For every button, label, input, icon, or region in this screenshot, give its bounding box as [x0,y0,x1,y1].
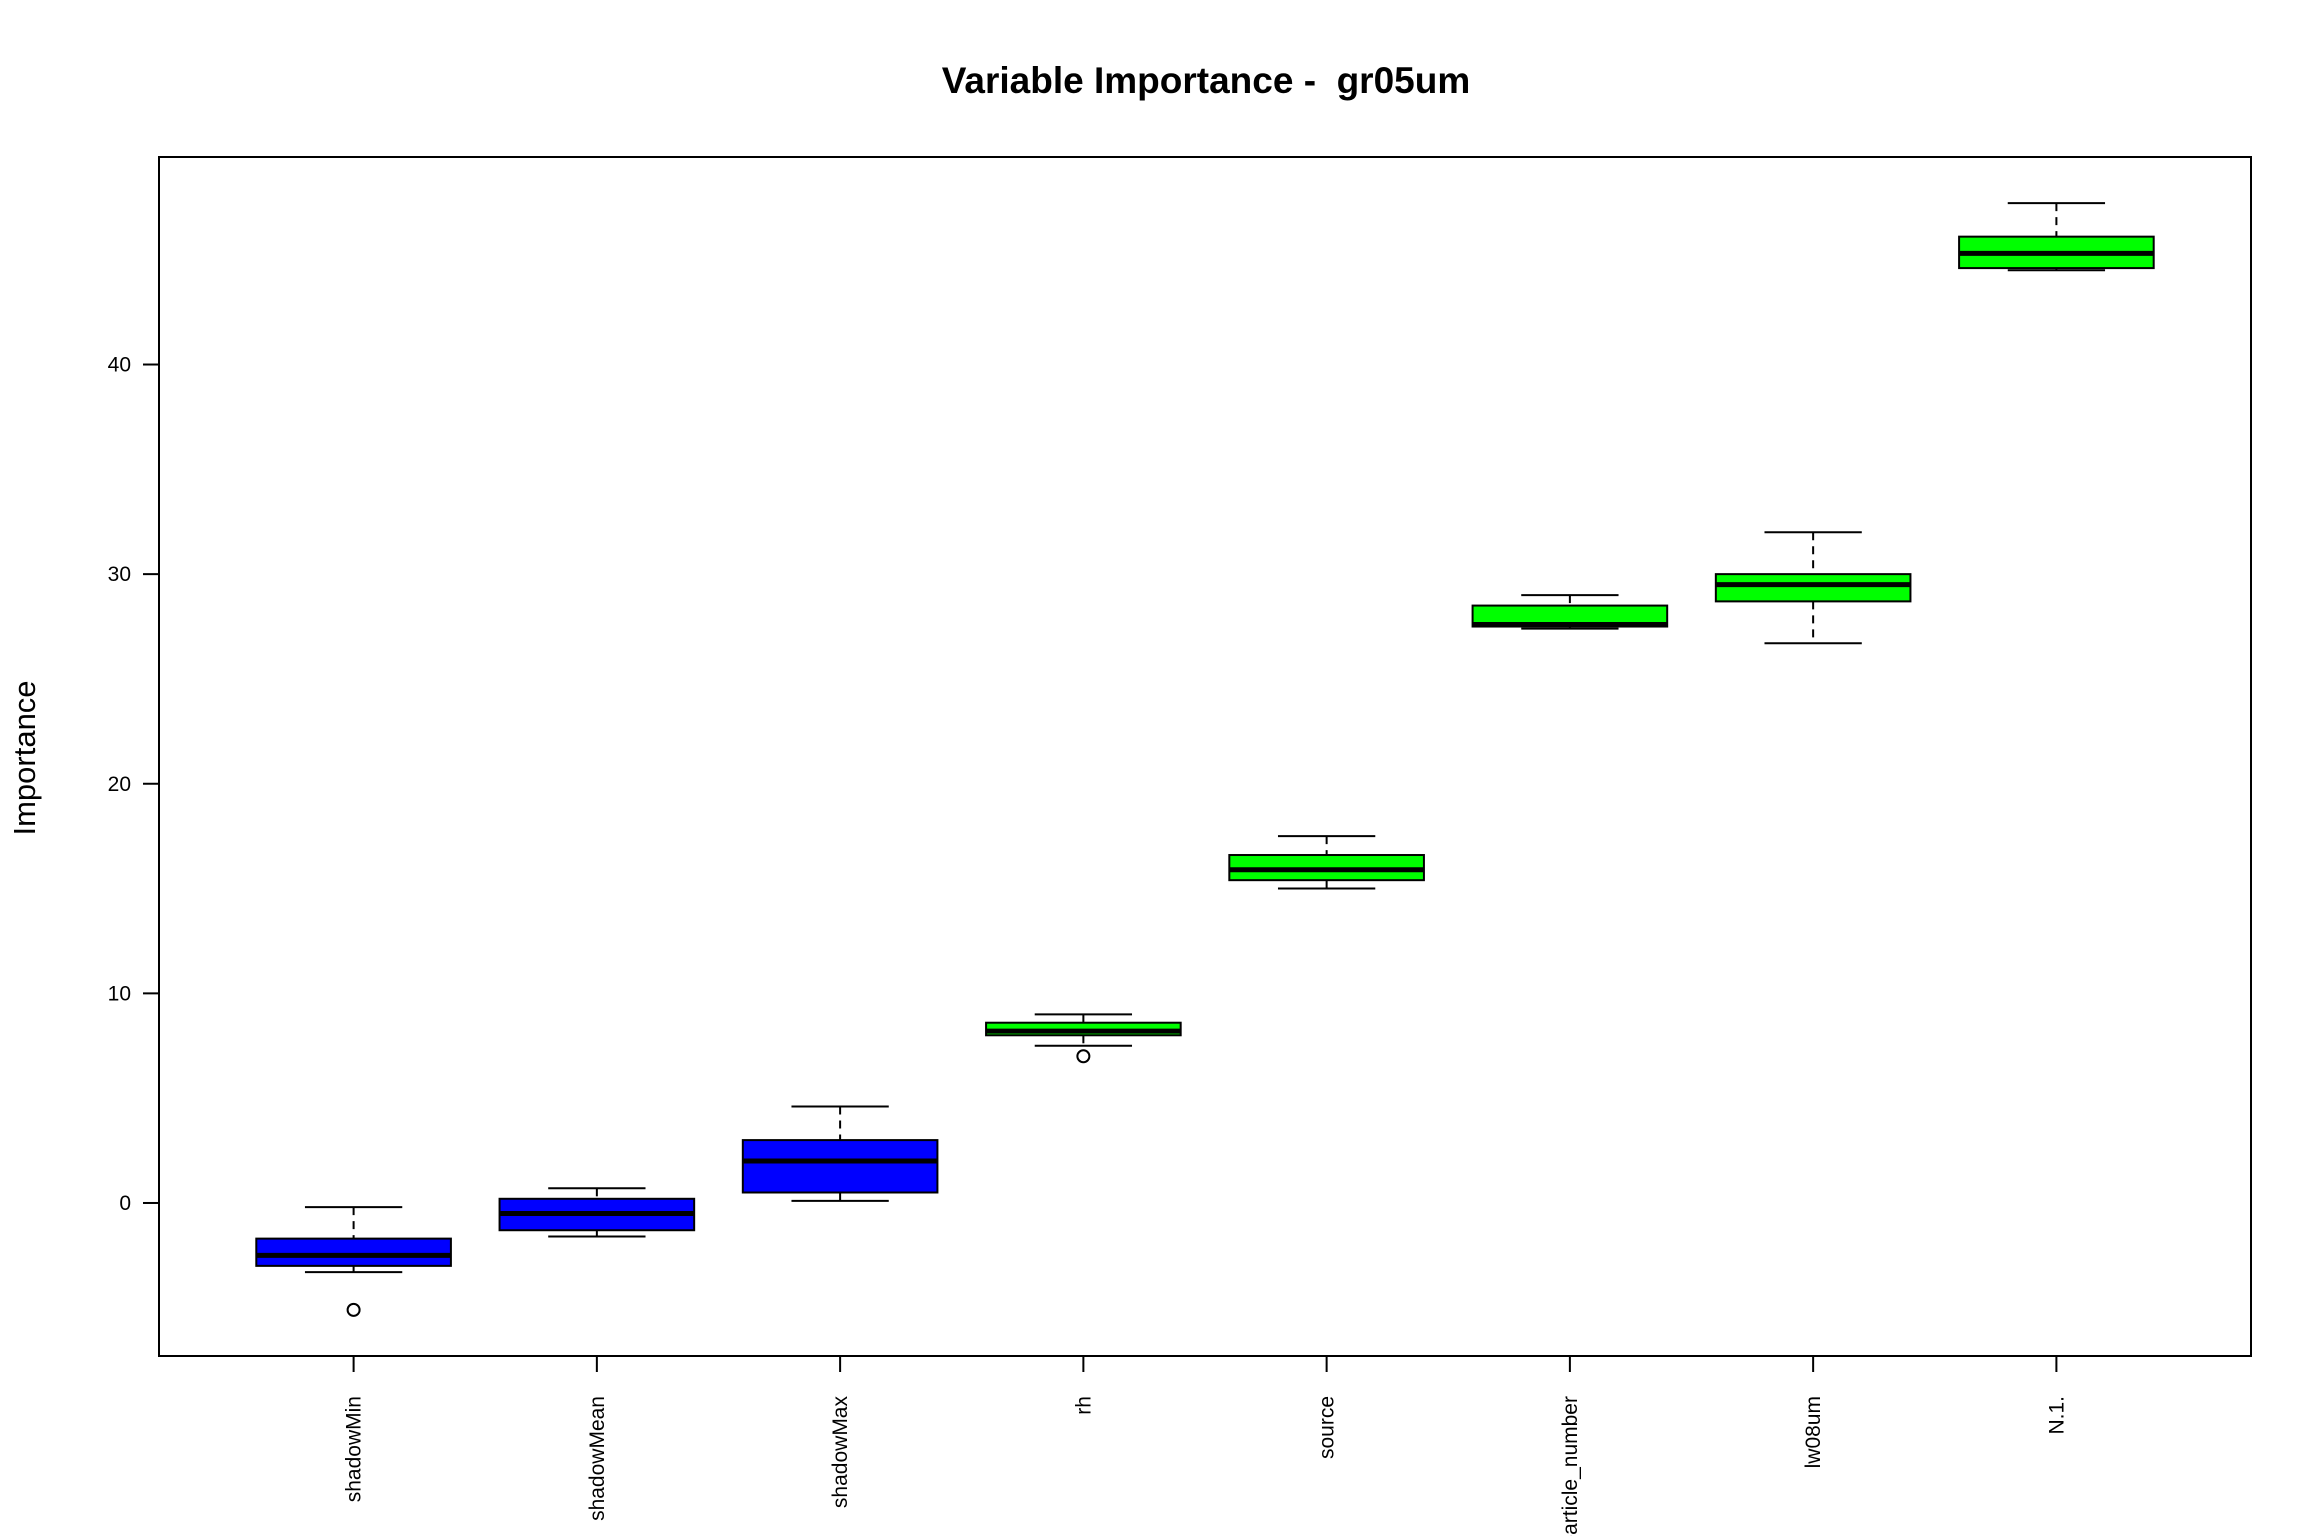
x-tick-label: lw08um [1802,1396,1825,1468]
box-rect [256,1239,451,1266]
plot-frame [159,157,2251,1356]
box-rect [1716,574,1911,601]
box-lw08um [1716,532,1911,643]
x-tick-label: shadowMax [829,1396,852,1509]
y-tick-label: 30 [108,563,131,586]
x-tick-label: shadowMin [343,1396,366,1502]
box-particle_number [1473,595,1668,629]
box-group [256,203,2153,1316]
y-tick-label: 20 [108,773,131,796]
box-shadowMin [256,1207,451,1316]
y-axis-label: Importance [7,680,42,835]
x-tick-label: source [1316,1396,1339,1459]
y-axis: 0 10 20 30 40 [108,354,159,1215]
box-shadowMax [743,1107,938,1201]
box-rh [986,1014,1181,1062]
y-tick-label: 40 [108,354,131,377]
x-axis: shadowMin shadowMean shadowMax rh source part… [343,1356,2069,1536]
x-tick-label: rh [1072,1396,1095,1415]
outlier-point [1077,1050,1089,1062]
x-tick-label: N.1. [2045,1396,2068,1435]
x-tick-label: shadowMean [586,1396,609,1521]
chart-title: Variable Importance - gr05um [942,60,1470,101]
box-rect [743,1140,938,1192]
box-source [1229,836,1424,888]
x-tick-label: particle_number [1559,1396,1582,1536]
y-tick-label: 0 [119,1192,131,1215]
outlier-point [348,1304,360,1316]
box-shadowMean [500,1188,695,1236]
box-N.1. [1959,203,2154,270]
y-tick-label: 10 [108,982,131,1005]
